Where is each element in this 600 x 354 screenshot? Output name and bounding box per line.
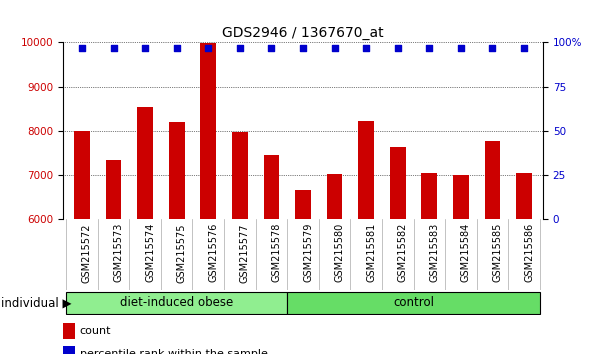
Bar	[74, 131, 90, 219]
Point	[298, 45, 308, 51]
Title: GDS2946 / 1367670_at: GDS2946 / 1367670_at	[222, 26, 384, 40]
Point	[393, 45, 403, 51]
Point	[203, 45, 213, 51]
Bar	[169, 122, 185, 219]
Bar	[358, 121, 374, 219]
Bar	[66, 292, 287, 314]
Text: individual ▶: individual ▶	[1, 296, 71, 309]
Bar	[390, 147, 406, 219]
Text: GSM215585: GSM215585	[493, 223, 502, 282]
Text: GSM215580: GSM215580	[335, 223, 344, 282]
Bar	[421, 172, 437, 219]
Point	[488, 45, 497, 51]
Text: GSM215579: GSM215579	[303, 223, 313, 282]
Text: GSM215577: GSM215577	[240, 223, 250, 282]
Text: GSM215578: GSM215578	[271, 223, 281, 282]
Text: GSM215575: GSM215575	[176, 223, 187, 282]
Bar	[106, 160, 121, 219]
Point	[266, 45, 276, 51]
Point	[77, 45, 87, 51]
Bar	[137, 107, 153, 219]
Text: GSM215576: GSM215576	[208, 223, 218, 282]
Text: diet-induced obese: diet-induced obese	[120, 296, 233, 309]
Point	[425, 45, 434, 51]
Point	[109, 45, 118, 51]
Text: GSM215586: GSM215586	[524, 223, 534, 282]
Point	[330, 45, 340, 51]
Bar	[63, 346, 75, 354]
Point	[361, 45, 371, 51]
Bar	[232, 132, 248, 219]
Text: count: count	[80, 326, 112, 337]
Bar	[263, 155, 280, 219]
Point	[235, 45, 245, 51]
Point	[456, 45, 466, 51]
Point	[172, 45, 181, 51]
Point	[140, 45, 150, 51]
Point	[519, 45, 529, 51]
Text: GSM215583: GSM215583	[430, 223, 439, 282]
Text: control: control	[393, 296, 434, 309]
Text: GSM215584: GSM215584	[461, 223, 471, 282]
Bar	[326, 175, 343, 219]
Bar	[485, 141, 500, 219]
Bar	[516, 172, 532, 219]
Bar	[200, 44, 216, 219]
Bar	[453, 175, 469, 219]
Text: GSM215572: GSM215572	[82, 223, 92, 282]
Bar	[295, 190, 311, 219]
Text: GSM215582: GSM215582	[398, 223, 408, 282]
Text: GSM215574: GSM215574	[145, 223, 155, 282]
Bar	[63, 323, 75, 339]
Bar	[287, 292, 540, 314]
Text: GSM215573: GSM215573	[113, 223, 124, 282]
Text: GSM215581: GSM215581	[366, 223, 376, 282]
Text: percentile rank within the sample: percentile rank within the sample	[80, 349, 268, 354]
